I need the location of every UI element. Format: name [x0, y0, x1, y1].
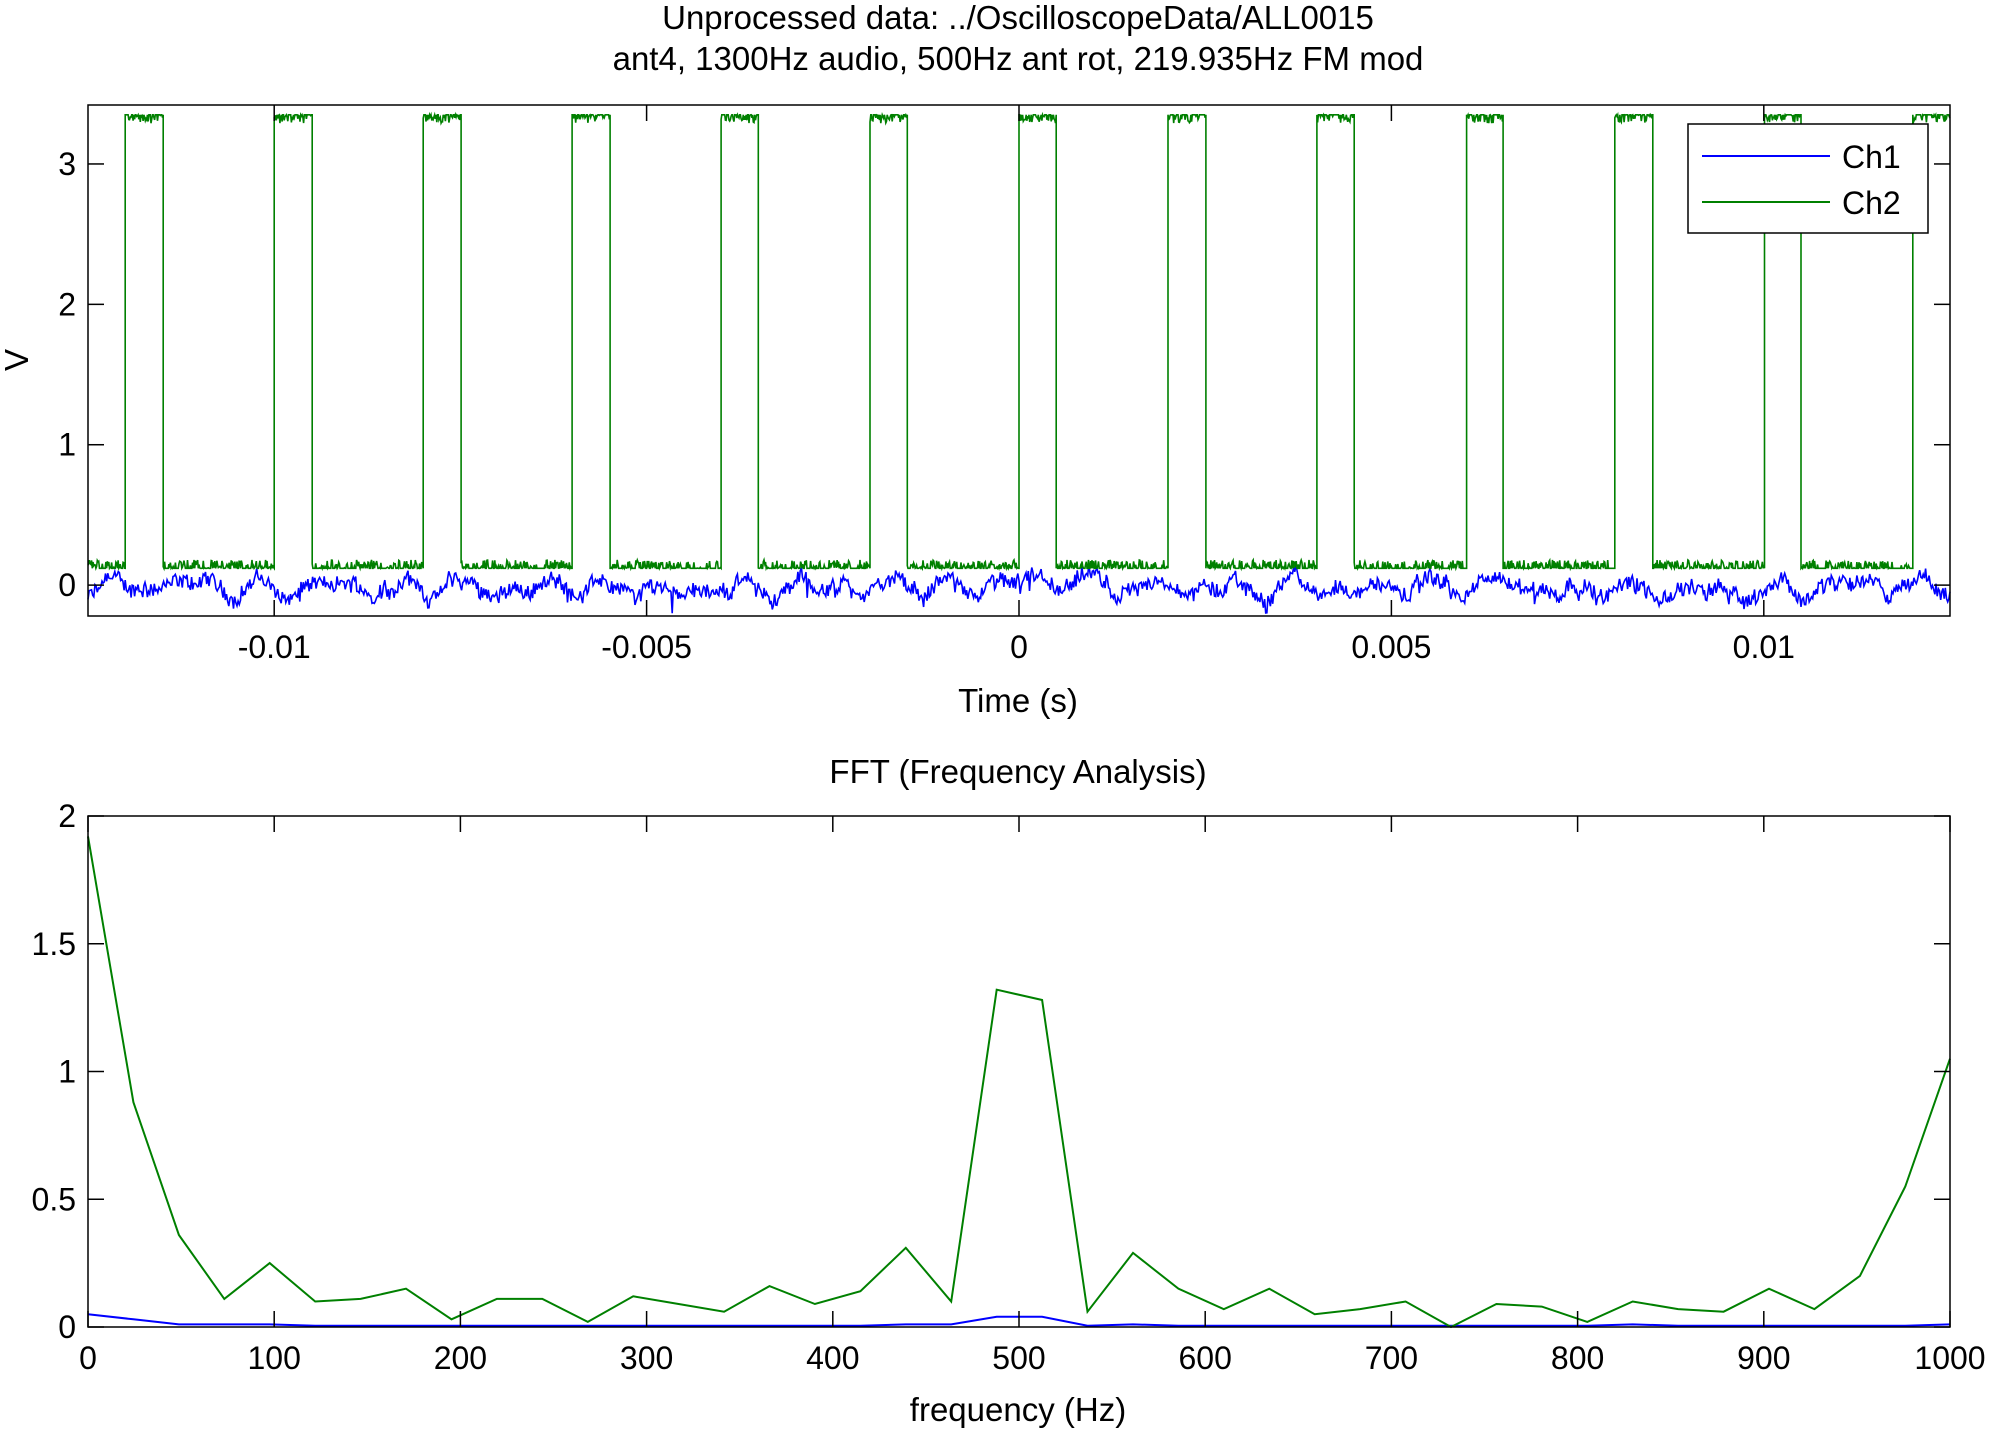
time-domain-ticks: -0.01 -0.005 0 0.005 0.01 0 1 2 3 [58, 105, 1950, 665]
top-chart-title-line2: ant4, 1300Hz audio, 500Hz ant rot, 219.9… [613, 40, 1424, 77]
x-tick-label-4: 400 [806, 1340, 859, 1376]
legend-ch1-label: Ch1 [1842, 139, 1901, 175]
x-tick-label-9: 900 [1737, 1340, 1790, 1376]
fft-chart: FFT (Frequency Analysis) 0 100 200 300 400 50… [32, 753, 1986, 1428]
x-tick-label-2: 0 [1010, 629, 1028, 665]
time-domain-ylabel: V [0, 349, 35, 371]
series-ch2-fft-line [87, 836, 1951, 1329]
top-chart-title-line1: Unprocessed data: ../OscilloscopeData/AL… [662, 0, 1374, 36]
x-tick-label-6: 600 [1179, 1340, 1232, 1376]
legend: Ch1 Ch2 [1687, 123, 1929, 234]
legend-box [1687, 123, 1929, 234]
series-ch2-time-line [87, 111, 1951, 572]
y-tick-label-4: 2 [58, 798, 76, 834]
x-tick-label-10: 1000 [1914, 1340, 1985, 1376]
x-tick-label-3: 0.005 [1351, 629, 1431, 665]
y-tick-label-0: 0 [58, 567, 76, 603]
time-domain-xlabel: Time (s) [958, 682, 1078, 719]
y-tick-label-3: 3 [58, 146, 76, 182]
x-tick-label-8: 800 [1551, 1340, 1604, 1376]
fft-chart-title: FFT (Frequency Analysis) [829, 753, 1206, 790]
x-tick-label-0: -0.01 [238, 629, 311, 665]
x-tick-label-5: 500 [992, 1340, 1045, 1376]
x-tick-label-2: 200 [434, 1340, 487, 1376]
fft-xlabel: frequency (Hz) [910, 1391, 1126, 1428]
legend-ch2-label: Ch2 [1842, 185, 1901, 221]
y-tick-label-2: 1 [58, 1054, 76, 1090]
time-domain-chart: -0.01 -0.005 0 0.005 0.01 0 1 2 3 Time (s) V Ch1… [0, 104, 1951, 719]
series-ch1-time-line [87, 563, 1951, 614]
y-tick-label-2: 2 [58, 286, 76, 322]
y-tick-label-1: 1 [58, 427, 76, 463]
x-tick-label-1: 100 [248, 1340, 301, 1376]
x-tick-label-1: -0.005 [601, 629, 692, 665]
fft-ticks: 0 100 200 300 400 500 600 700 800 900 1000 0 0.5 1 1.5… [32, 798, 1986, 1376]
y-tick-label-3: 1.5 [32, 926, 76, 962]
time-domain-plot-area [87, 111, 1951, 614]
x-tick-label-4: 0.01 [1733, 629, 1795, 665]
y-tick-label-1: 0.5 [32, 1181, 76, 1217]
x-tick-label-3: 300 [620, 1340, 673, 1376]
y-tick-label-0: 0 [58, 1309, 76, 1345]
x-tick-label-7: 700 [1365, 1340, 1418, 1376]
x-tick-label-0: 0 [79, 1340, 97, 1376]
